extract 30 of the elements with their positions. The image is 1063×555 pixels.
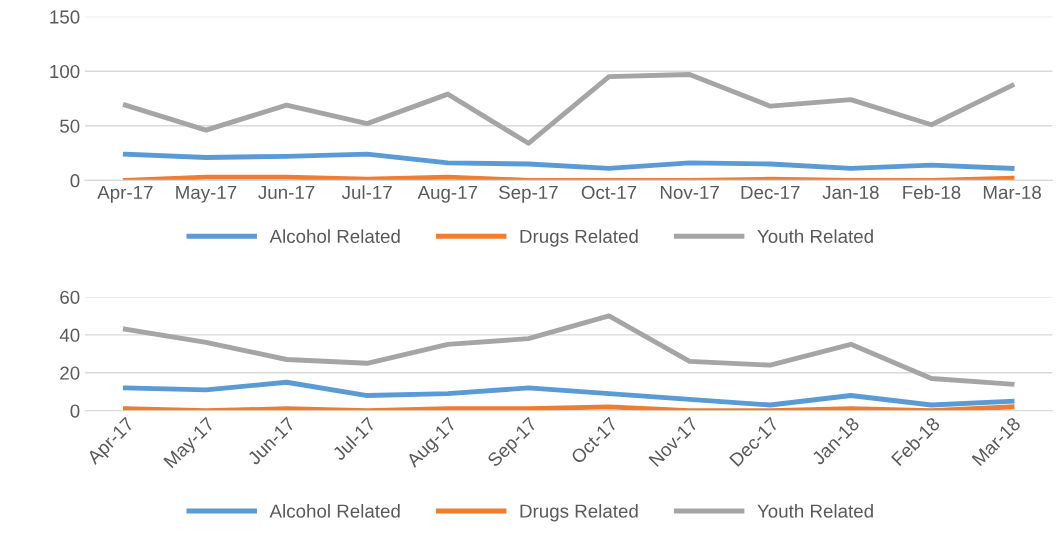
x-tick-label: Jun-17 [258,185,315,200]
line-series [122,313,1015,387]
legend-label: Drugs Related [520,504,638,522]
legend-label: Youth Related [757,229,873,244]
x-tick-label: Oct-17 [581,185,637,200]
y-tick-label: 40 [59,328,80,342]
x-tick-label: Jul-17 [341,185,392,200]
y-tick-label: 100 [50,64,80,79]
x-tick-label: Mar-18 [983,185,1041,200]
y-tick-label: 150 [50,10,80,24]
y-tick-label: 50 [60,119,80,133]
x-tick-label: Nov-17 [660,185,719,200]
y-tick-label: 0 [70,174,80,188]
line-series [122,379,1015,408]
y-tick-label: 20 [60,366,80,380]
x-tick-label: Dec-17 [741,185,800,200]
x-tick-label: Aug-17 [417,185,478,203]
x-tick-label: Jan-18 [822,185,879,200]
legend-label: Alcohol Related [269,229,400,244]
line-series [122,151,1015,171]
line-series [122,72,1015,146]
legend-label: Youth Related [757,504,873,518]
x-tick-label: Sep-17 [499,185,558,203]
y-tick-label: 0 [70,404,80,418]
x-tick-label: May-17 [176,185,237,203]
y-tick-label: 60 [60,290,80,304]
legend-label: Alcohol Related [269,504,400,518]
legend-label: Drugs Related [520,229,638,247]
x-tick-label: Feb-18 [903,185,961,200]
x-tick-label: Apr-17 [97,185,153,203]
